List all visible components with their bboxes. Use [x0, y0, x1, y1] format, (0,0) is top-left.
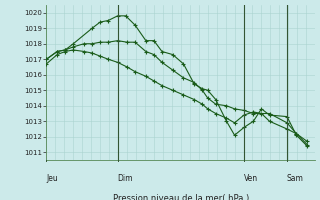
Text: Sam: Sam [287, 174, 304, 183]
Text: Pression niveau de la mer( hPa ): Pression niveau de la mer( hPa ) [113, 194, 249, 200]
Text: Jeu: Jeu [46, 174, 58, 183]
Text: Dim: Dim [118, 174, 133, 183]
Text: Ven: Ven [244, 174, 258, 183]
